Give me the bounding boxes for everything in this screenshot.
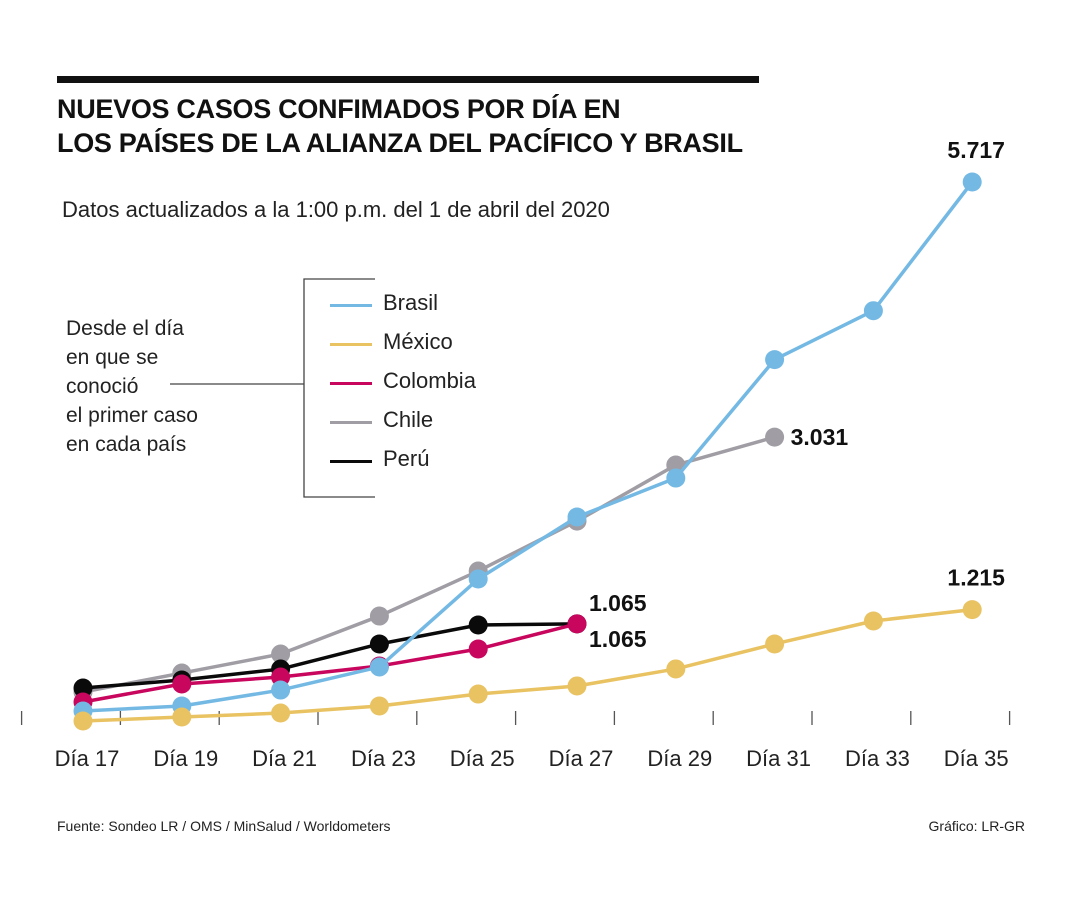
data-point-mexico (666, 659, 686, 679)
data-point-mexico (271, 703, 291, 723)
legend-swatch (330, 304, 372, 307)
data-point-chile (271, 644, 291, 664)
x-tick-label: Día 27 (549, 746, 614, 771)
series-line-mexico (82, 607, 973, 723)
legend-label: México (383, 329, 453, 354)
data-point-mexico (765, 634, 785, 654)
note-line: el primer caso (66, 404, 198, 427)
x-tick-label: Día 25 (450, 746, 515, 771)
credit-note: Gráfico: LR-GR (928, 818, 1025, 834)
note-line: en que se (66, 346, 159, 369)
legend-bracket (170, 278, 375, 498)
value-labels: 5.717 1.215 1.065 3.031 1.065 (589, 137, 1005, 652)
series-line-colombia (82, 622, 578, 704)
data-point-brasil (468, 569, 488, 589)
legend-swatch (330, 460, 372, 463)
end-value-label-brasil: 5.717 (947, 137, 1005, 163)
title-line-2: LOS PAÍSES DE LA ALIANZA DEL PACÍFICO Y … (57, 128, 743, 158)
data-point-brasil (666, 468, 686, 488)
chart-title: NUEVOS CASOS CONFIMADOS POR DÍA EN LOS P… (57, 92, 817, 160)
legend-item-peru: Perú (330, 446, 530, 476)
note-line: conoció (66, 375, 139, 398)
data-point-mexico (863, 611, 883, 631)
bracket-line (303, 278, 375, 498)
data-point-mexico (567, 676, 587, 696)
end-value-label-colombia: 1.065 (589, 626, 647, 652)
data-point-brasil (765, 350, 785, 370)
legend-item-colombia: Colombia (330, 368, 530, 398)
annotation-note: Desde el día en que se conoció el primer… (66, 314, 198, 459)
legend-item-brasil: Brasil (330, 290, 530, 320)
series-line-peru (82, 622, 578, 690)
series-line-chile (82, 435, 776, 694)
x-tick-label: Día 31 (746, 746, 811, 771)
legend-label: Chile (383, 407, 434, 432)
data-point-peru (73, 678, 93, 698)
data-point-chile (765, 427, 785, 447)
data-point-brasil (271, 680, 291, 700)
legend-swatch (330, 421, 372, 424)
data-point-mexico (73, 711, 93, 731)
title-line-1: NUEVOS CASOS CONFIMADOS POR DÍA EN (57, 94, 621, 124)
series-group (73, 172, 982, 731)
data-point-mexico (468, 684, 488, 704)
x-tick-label: Día 29 (647, 746, 712, 771)
data-point-colombia (271, 667, 291, 687)
legend-label: Perú (383, 446, 430, 471)
data-point-colombia (567, 614, 587, 634)
x-tick-label: Día 35 (944, 746, 1009, 771)
data-point-brasil (567, 507, 587, 527)
end-value-label-chile: 3.031 (791, 424, 849, 450)
x-tick-label: Día 33 (845, 746, 910, 771)
note-line: en cada país (66, 433, 187, 456)
legend-label: Brasil (383, 290, 439, 315)
note-line: Desde el día (66, 317, 184, 340)
legend-label: Colombia (383, 368, 476, 393)
chart-subtitle: Datos actualizados a la 1:00 p.m. del 1 … (62, 197, 610, 222)
data-point-mexico (962, 600, 982, 620)
data-point-colombia (172, 674, 192, 694)
legend-item-mexico: México (330, 329, 530, 359)
x-tick-label: Día 23 (351, 746, 416, 771)
data-point-brasil (863, 301, 883, 321)
legend-swatch (330, 343, 372, 346)
series-peru (73, 614, 587, 698)
top-rule (57, 76, 759, 83)
end-value-label-peru: 1.065 (589, 590, 647, 616)
data-point-chile (369, 606, 389, 626)
data-point-brasil (369, 657, 389, 677)
legend-swatch (330, 382, 372, 385)
x-axis: Día 17 Día 19 Día 21 Día 23 Día 25 Día 27 Día … (20, 711, 1011, 771)
data-point-peru (369, 634, 389, 654)
data-point-brasil (962, 172, 982, 192)
end-value-label-mexico: 1.215 (947, 565, 1005, 591)
data-point-peru (468, 615, 488, 635)
source-note: Fuente: Sondeo LR / OMS / MinSalud / Wor… (57, 818, 391, 834)
x-tick-label: Día 21 (252, 746, 317, 771)
data-point-mexico (172, 707, 192, 727)
series-line-brasil (82, 180, 974, 713)
x-tick-label: Día 17 (55, 746, 120, 771)
data-point-colombia (468, 639, 488, 659)
x-tick-label: Día 19 (153, 746, 218, 771)
legend-item-chile: Chile (330, 407, 530, 437)
series-mexico (73, 600, 982, 731)
data-point-mexico (369, 696, 389, 716)
series-colombia (73, 614, 587, 712)
